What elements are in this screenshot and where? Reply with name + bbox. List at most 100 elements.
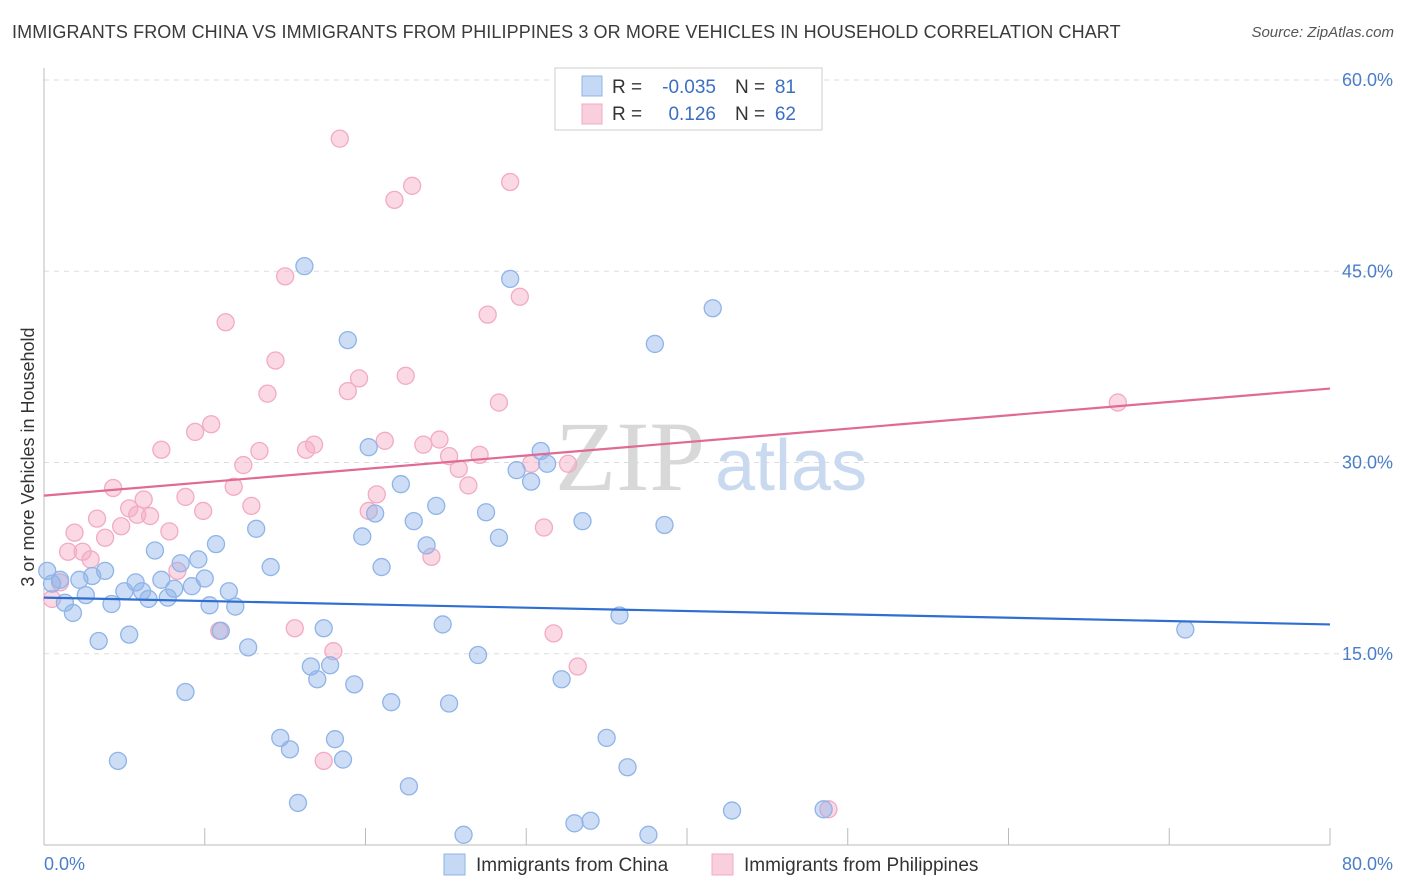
point-china-53 — [404, 512, 423, 531]
point-philippines-36 — [338, 381, 357, 401]
point-china-61 — [489, 528, 509, 547]
point-philippines-32 — [304, 435, 324, 454]
point-philippines-19 — [193, 501, 213, 521]
point-china-63 — [507, 460, 526, 480]
point-china-54 — [417, 536, 436, 555]
point-china-66 — [537, 454, 557, 473]
point-china-42 — [325, 730, 345, 749]
point-philippines-51 — [478, 305, 497, 324]
point-china-52 — [399, 777, 419, 796]
point-philippines-57 — [544, 624, 563, 643]
point-china-29 — [219, 582, 239, 601]
point-philippines-15 — [160, 522, 179, 541]
x-tick-marks — [204, 828, 1331, 845]
point-philippines-40 — [375, 431, 394, 450]
point-philippines-59 — [568, 657, 587, 676]
point-philippines-23 — [224, 477, 243, 496]
point-china-76 — [655, 515, 674, 535]
watermark-atlas: atlas — [715, 426, 867, 506]
legend-r-label-philippines: R = — [612, 104, 642, 125]
legend-swatch-philippines — [581, 103, 603, 125]
point-philippines-44 — [414, 435, 433, 454]
point-china-2 — [50, 570, 70, 589]
point-china-8 — [89, 631, 108, 651]
point-philippines-46 — [430, 430, 449, 449]
point-philippines-22 — [216, 313, 235, 332]
y-tick-label-30: 30.0% — [1342, 453, 1393, 473]
point-china-45 — [345, 675, 364, 694]
point-china-9 — [95, 561, 115, 581]
legend-n-value-china: 81 — [775, 77, 796, 98]
point-philippines-49 — [459, 476, 478, 495]
point-philippines-41 — [385, 190, 404, 210]
point-philippines-26 — [250, 441, 269, 461]
point-china-58 — [454, 825, 473, 844]
point-china-39 — [308, 670, 327, 689]
point-china-36 — [288, 793, 308, 813]
gridlines — [44, 79, 1393, 655]
watermark-zip: ZIP — [555, 401, 705, 512]
point-china-43 — [333, 750, 353, 769]
legend-r-value-china: -0.035 — [662, 77, 716, 98]
point-philippines-33 — [314, 751, 333, 770]
point-china-47 — [359, 438, 378, 457]
point-china-71 — [597, 728, 616, 748]
point-philippines-18 — [185, 422, 205, 442]
point-philippines-52 — [489, 393, 509, 412]
point-philippines-47 — [439, 446, 459, 466]
y-tick-label-45: 45.0% — [1342, 261, 1393, 281]
x-tick-label-max: 80.0% — [1342, 854, 1393, 874]
point-philippines-30 — [285, 619, 304, 638]
point-philippines-24 — [234, 455, 253, 475]
legend-n-value-philippines: 62 — [775, 104, 796, 125]
point-china-51 — [391, 475, 411, 494]
point-china-78 — [722, 801, 742, 820]
point-china-35 — [280, 740, 300, 759]
point-philippines-9 — [112, 517, 131, 536]
point-china-50 — [382, 693, 401, 712]
point-philippines-34 — [324, 642, 343, 661]
series-china-points — [38, 256, 1195, 844]
trend-line-china — [43, 596, 1331, 626]
source-label: Source: ZipAtlas.com — [1251, 24, 1394, 41]
series-legend: Immigrants from China Immigrants from Ph… — [443, 853, 978, 876]
point-china-27 — [206, 534, 226, 554]
point-china-77 — [703, 299, 722, 318]
point-china-62 — [501, 269, 520, 289]
point-china-17 — [145, 541, 165, 560]
point-china-75 — [645, 334, 664, 354]
point-china-22 — [176, 682, 195, 702]
legend-n-label-china: N = — [735, 77, 765, 98]
point-philippines-5 — [81, 550, 100, 569]
y-axis-label: 3 or more Vehicles in Household — [18, 327, 38, 586]
y-tick-labels: 15.0% 30.0% 45.0% 60.0% — [1342, 70, 1393, 664]
bottom-legend-label-china: Immigrants from China — [476, 855, 669, 876]
series-philippines-points — [42, 129, 1127, 819]
point-china-73 — [618, 758, 637, 777]
point-china-60 — [476, 503, 496, 522]
point-china-6 — [76, 585, 95, 605]
point-china-25 — [195, 569, 214, 588]
point-philippines-42 — [396, 366, 415, 385]
point-china-4 — [63, 603, 83, 623]
point-china-69 — [573, 512, 592, 531]
point-china-24 — [189, 550, 208, 569]
point-philippines-8 — [103, 478, 123, 498]
stats-legend: R = -0.035 N = 81 R = 0.126 N = 62 — [554, 67, 823, 131]
legend-swatch-china — [581, 75, 603, 97]
point-china-46 — [353, 527, 372, 546]
point-philippines-35 — [330, 129, 349, 148]
legend-r-label-china: R = — [612, 77, 642, 98]
y-tick-label-15: 15.0% — [1342, 644, 1393, 664]
point-china-48 — [365, 504, 385, 523]
point-philippines-43 — [402, 176, 422, 195]
point-china-70 — [581, 811, 600, 830]
point-china-31 — [239, 638, 258, 657]
bottom-legend-swatch-philippines — [711, 853, 734, 876]
point-china-67 — [552, 670, 571, 689]
point-philippines-13 — [140, 506, 160, 526]
y-tick-label-60: 60.0% — [1342, 70, 1393, 90]
point-china-28 — [211, 621, 230, 640]
bottom-legend-swatch-china — [443, 853, 466, 876]
point-philippines-6 — [87, 509, 107, 528]
